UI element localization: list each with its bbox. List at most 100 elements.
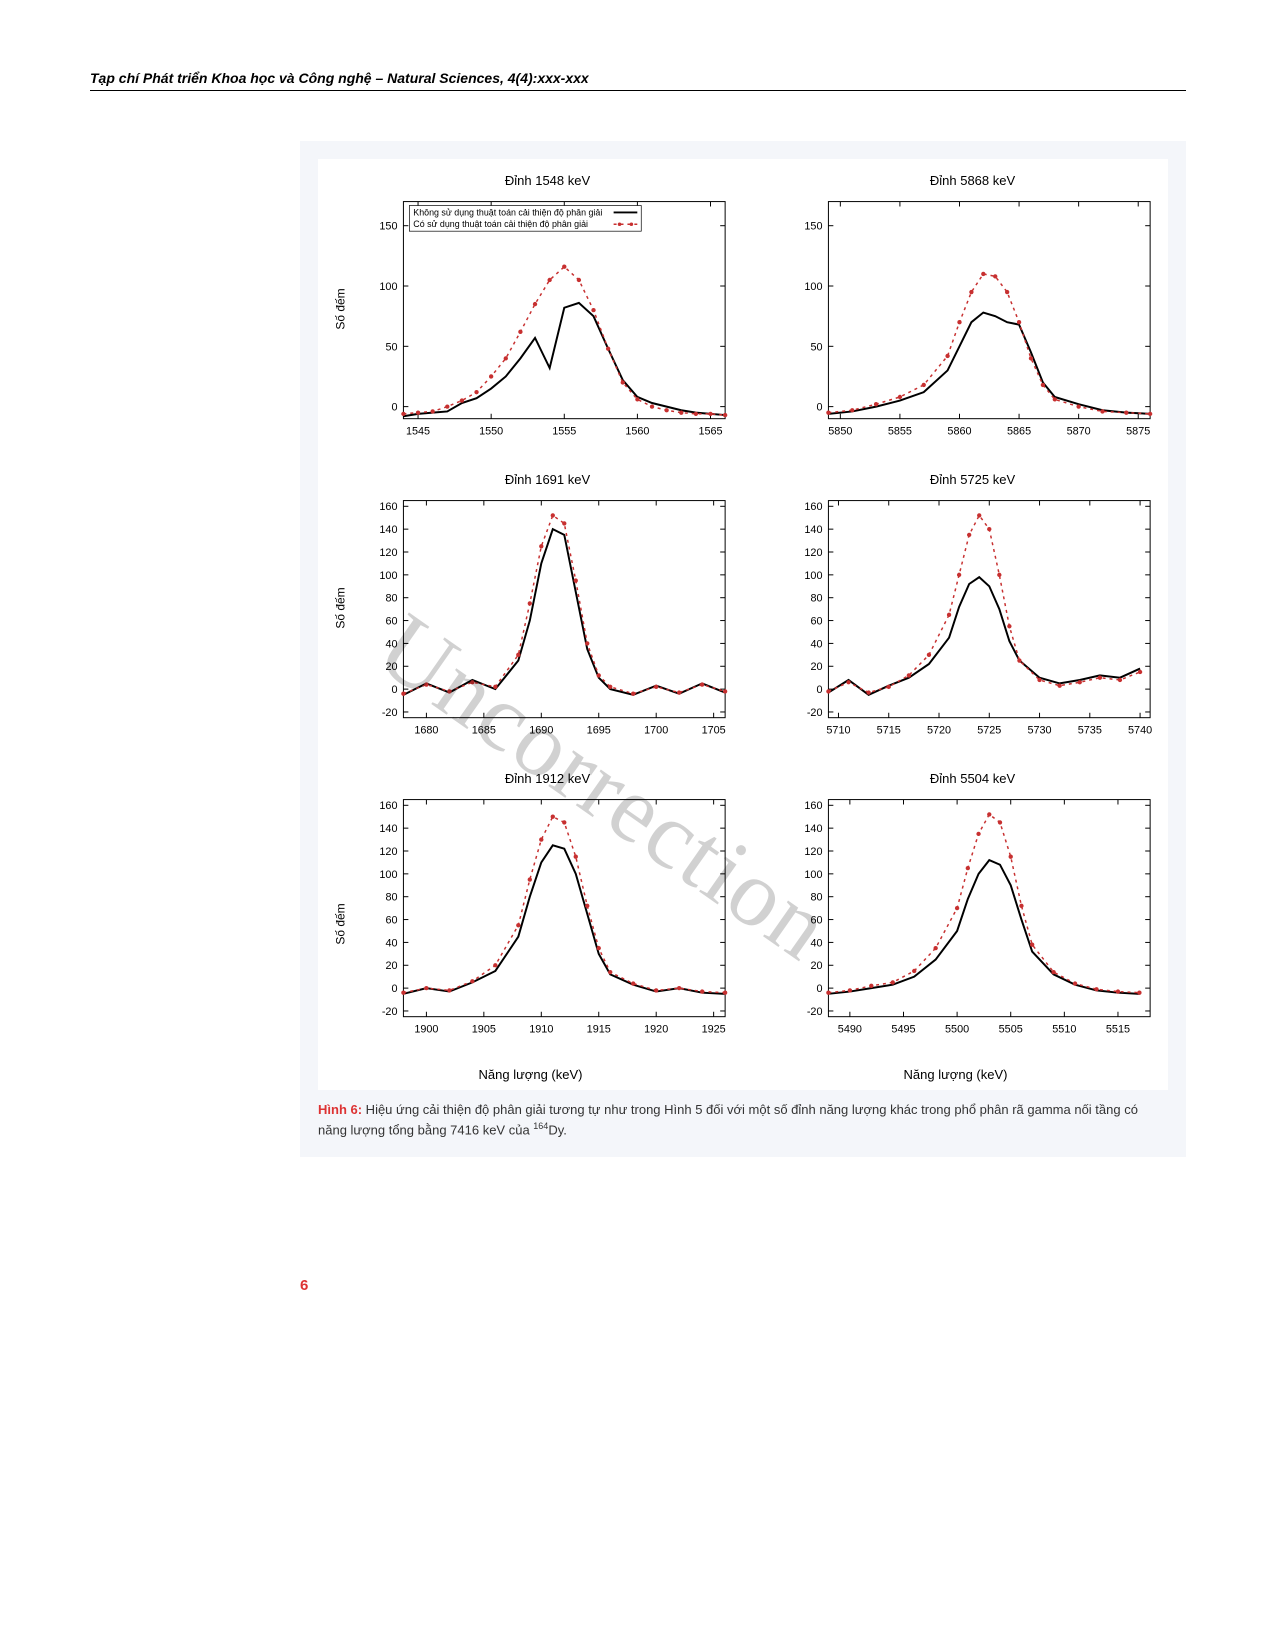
series-dashed-marker	[424, 682, 428, 686]
series-dashed-marker	[606, 347, 610, 351]
subplot-title: Đỉnh 1691 keV	[360, 466, 735, 489]
y-axis-label: Số đếm	[334, 587, 348, 628]
axes-frame	[828, 202, 1150, 419]
series-dashed-marker	[1116, 989, 1120, 993]
series-solid	[828, 313, 1150, 414]
x-tick-label: 5725	[977, 724, 1001, 736]
series-dashed-marker	[1017, 320, 1021, 324]
series-dashed-marker	[907, 673, 911, 677]
legend-item-2-label: Có sử dụng thuật toán cải thiện độ phân …	[413, 219, 588, 229]
y-tick-label: 100	[804, 869, 822, 881]
subplot: Đỉnh 1548 keVSố đếm050100150154515501555…	[318, 159, 743, 458]
journal-header: Tạp chí Phát triển Khoa học và Công nghệ…	[90, 70, 1186, 91]
axes-frame	[403, 800, 725, 1017]
x-tick-label: 5495	[891, 1023, 915, 1035]
series-dashed-marker	[997, 573, 1001, 577]
series-dashed-marker	[1094, 987, 1098, 991]
x-tick-label: 1545	[406, 425, 430, 437]
series-dashed-marker	[1076, 404, 1080, 408]
y-tick-label: 140	[379, 524, 397, 536]
x-tick-label: 5490	[838, 1023, 862, 1035]
series-solid	[403, 845, 725, 994]
series-dashed-marker	[585, 904, 589, 908]
y-axis-label: Số đếm	[334, 288, 348, 329]
series-dashed-marker	[528, 877, 532, 881]
series-dashed-marker	[562, 265, 566, 269]
x-tick-label: 1910	[529, 1023, 553, 1035]
series-dashed-marker	[416, 410, 420, 414]
series-dashed-marker	[470, 680, 474, 684]
y-tick-label: -20	[807, 1006, 823, 1018]
series-dashed-marker	[1098, 676, 1102, 680]
series-dashed-marker	[677, 986, 681, 990]
series-dashed-marker	[539, 837, 543, 841]
x-tick-label: 5720	[927, 724, 951, 736]
line-chart: -200204060801001201401605490549555005505…	[785, 788, 1160, 1048]
series-dashed-marker	[518, 330, 522, 334]
y-tick-label: 80	[810, 892, 822, 904]
y-tick-label: 160	[379, 501, 397, 513]
caption-text-1: Hiệu ứng cải thiện độ phân giải tương tự…	[318, 1102, 1138, 1137]
series-dashed-marker	[631, 981, 635, 985]
axes-frame	[828, 800, 1150, 1017]
series-dashed-marker	[551, 815, 555, 819]
y-axis-label: Số đếm	[334, 903, 348, 944]
series-dashed-marker	[869, 984, 873, 988]
line-chart: -200204060801001201401601900190519101915…	[360, 788, 735, 1048]
series-dashed-marker	[635, 397, 639, 401]
series-dashed-marker	[608, 970, 612, 974]
series-dashed-marker	[866, 690, 870, 694]
y-tick-label: 120	[804, 547, 822, 559]
y-tick-label: -20	[807, 707, 823, 719]
y-tick-label: 0	[391, 983, 397, 995]
series-dashed-marker	[489, 374, 493, 378]
series-dashed	[403, 267, 725, 415]
series-dashed-marker	[516, 923, 520, 927]
y-tick-label: 140	[804, 823, 822, 835]
series-dashed-marker	[631, 692, 635, 696]
series-dashed-marker	[957, 320, 961, 324]
subplot: Đỉnh 5725 keV-20020406080100120140160571…	[743, 458, 1168, 757]
series-dashed-marker	[874, 402, 878, 406]
series-dashed-marker	[1057, 684, 1061, 688]
y-tick-label: 160	[379, 800, 397, 812]
series-dashed-marker	[1073, 981, 1077, 985]
x-tick-label: 5850	[828, 425, 852, 437]
series-dashed-marker	[447, 689, 451, 693]
subplot-title: Đỉnh 5725 keV	[785, 466, 1160, 489]
series-dashed-marker	[998, 820, 1002, 824]
series-dashed-marker	[677, 690, 681, 694]
x-tick-label: 1565	[698, 425, 722, 437]
series-dashed-marker	[1051, 970, 1055, 974]
y-tick-label: 0	[816, 684, 822, 696]
y-tick-label: 20	[810, 661, 822, 673]
subplot-grid: Đỉnh 1548 keVSố đếm050100150154515501555…	[318, 159, 1168, 1090]
y-tick-label: 150	[379, 221, 397, 233]
series-dashed-marker	[574, 855, 578, 859]
y-tick-label: 80	[810, 593, 822, 605]
subplot-title: Đỉnh 1548 keV	[360, 167, 735, 190]
series-dashed-marker	[539, 544, 543, 548]
y-tick-label: 0	[816, 983, 822, 995]
y-tick-label: 50	[385, 341, 397, 353]
series-dashed-marker	[1137, 991, 1141, 995]
series-dashed-marker	[912, 969, 916, 973]
series-dashed-marker	[1041, 383, 1045, 387]
y-tick-label: 60	[385, 915, 397, 927]
series-dashed-marker	[493, 685, 497, 689]
x-tick-label: 5500	[945, 1023, 969, 1035]
figure-container: Đỉnh 1548 keVSố đếm050100150154515501555…	[300, 141, 1186, 1157]
y-tick-label: 40	[385, 937, 397, 949]
x-tick-label: 5860	[947, 425, 971, 437]
x-tick-label: 1700	[644, 724, 668, 736]
series-dashed	[403, 817, 725, 993]
series-dashed-marker	[947, 613, 951, 617]
x-tick-label: 1915	[587, 1023, 611, 1035]
series-dashed-marker	[474, 390, 478, 394]
series-dashed-marker	[927, 653, 931, 657]
y-tick-label: 100	[379, 570, 397, 582]
y-tick-label: -20	[382, 1006, 398, 1018]
series-dashed-marker	[891, 980, 895, 984]
series-dashed-marker	[887, 685, 891, 689]
series-dashed-marker	[700, 989, 704, 993]
